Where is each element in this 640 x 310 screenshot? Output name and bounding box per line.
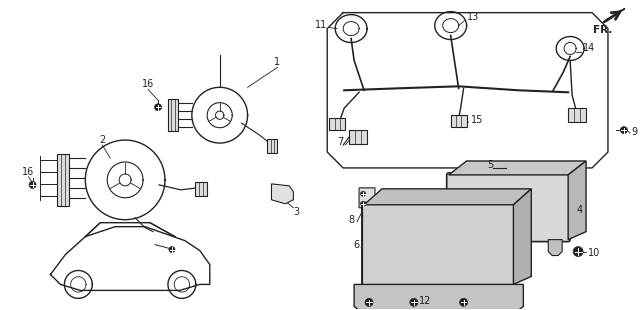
Text: 1: 1 xyxy=(275,57,280,67)
Polygon shape xyxy=(271,184,293,204)
Polygon shape xyxy=(359,188,379,208)
Text: 2: 2 xyxy=(99,135,106,145)
Bar xyxy=(58,154,69,206)
Polygon shape xyxy=(568,161,586,240)
Text: 10: 10 xyxy=(588,248,600,258)
Text: 15: 15 xyxy=(470,115,483,125)
Polygon shape xyxy=(364,189,531,205)
Circle shape xyxy=(360,201,365,206)
Circle shape xyxy=(460,298,468,306)
Text: 5: 5 xyxy=(487,160,493,170)
Text: 7: 7 xyxy=(337,137,343,147)
Circle shape xyxy=(169,246,175,253)
Text: 14: 14 xyxy=(583,43,595,54)
Bar xyxy=(268,139,278,153)
Bar xyxy=(568,108,586,122)
Bar xyxy=(349,130,367,144)
FancyBboxPatch shape xyxy=(362,203,515,286)
Circle shape xyxy=(365,298,373,306)
Text: 8: 8 xyxy=(348,215,354,225)
Text: 13: 13 xyxy=(467,11,479,22)
Polygon shape xyxy=(603,9,625,23)
Text: 12: 12 xyxy=(419,296,431,306)
Bar xyxy=(195,182,207,196)
Text: 16: 16 xyxy=(142,79,154,89)
Circle shape xyxy=(360,191,365,196)
Circle shape xyxy=(573,246,583,257)
Text: 4: 4 xyxy=(576,205,582,215)
Bar xyxy=(451,115,467,127)
Polygon shape xyxy=(354,284,524,310)
Text: 11: 11 xyxy=(315,20,327,29)
Text: 3: 3 xyxy=(293,207,300,217)
Circle shape xyxy=(620,126,627,134)
Circle shape xyxy=(29,181,36,188)
Text: 9: 9 xyxy=(632,127,638,137)
FancyBboxPatch shape xyxy=(447,173,570,241)
Circle shape xyxy=(154,104,161,111)
Text: 6: 6 xyxy=(353,240,359,250)
Polygon shape xyxy=(459,240,472,255)
Text: 16: 16 xyxy=(22,167,35,177)
Text: FR.: FR. xyxy=(593,24,612,35)
Bar xyxy=(168,99,178,131)
Bar xyxy=(329,118,345,130)
Polygon shape xyxy=(548,240,562,255)
Circle shape xyxy=(410,298,418,306)
Polygon shape xyxy=(449,161,586,175)
Polygon shape xyxy=(513,189,531,284)
